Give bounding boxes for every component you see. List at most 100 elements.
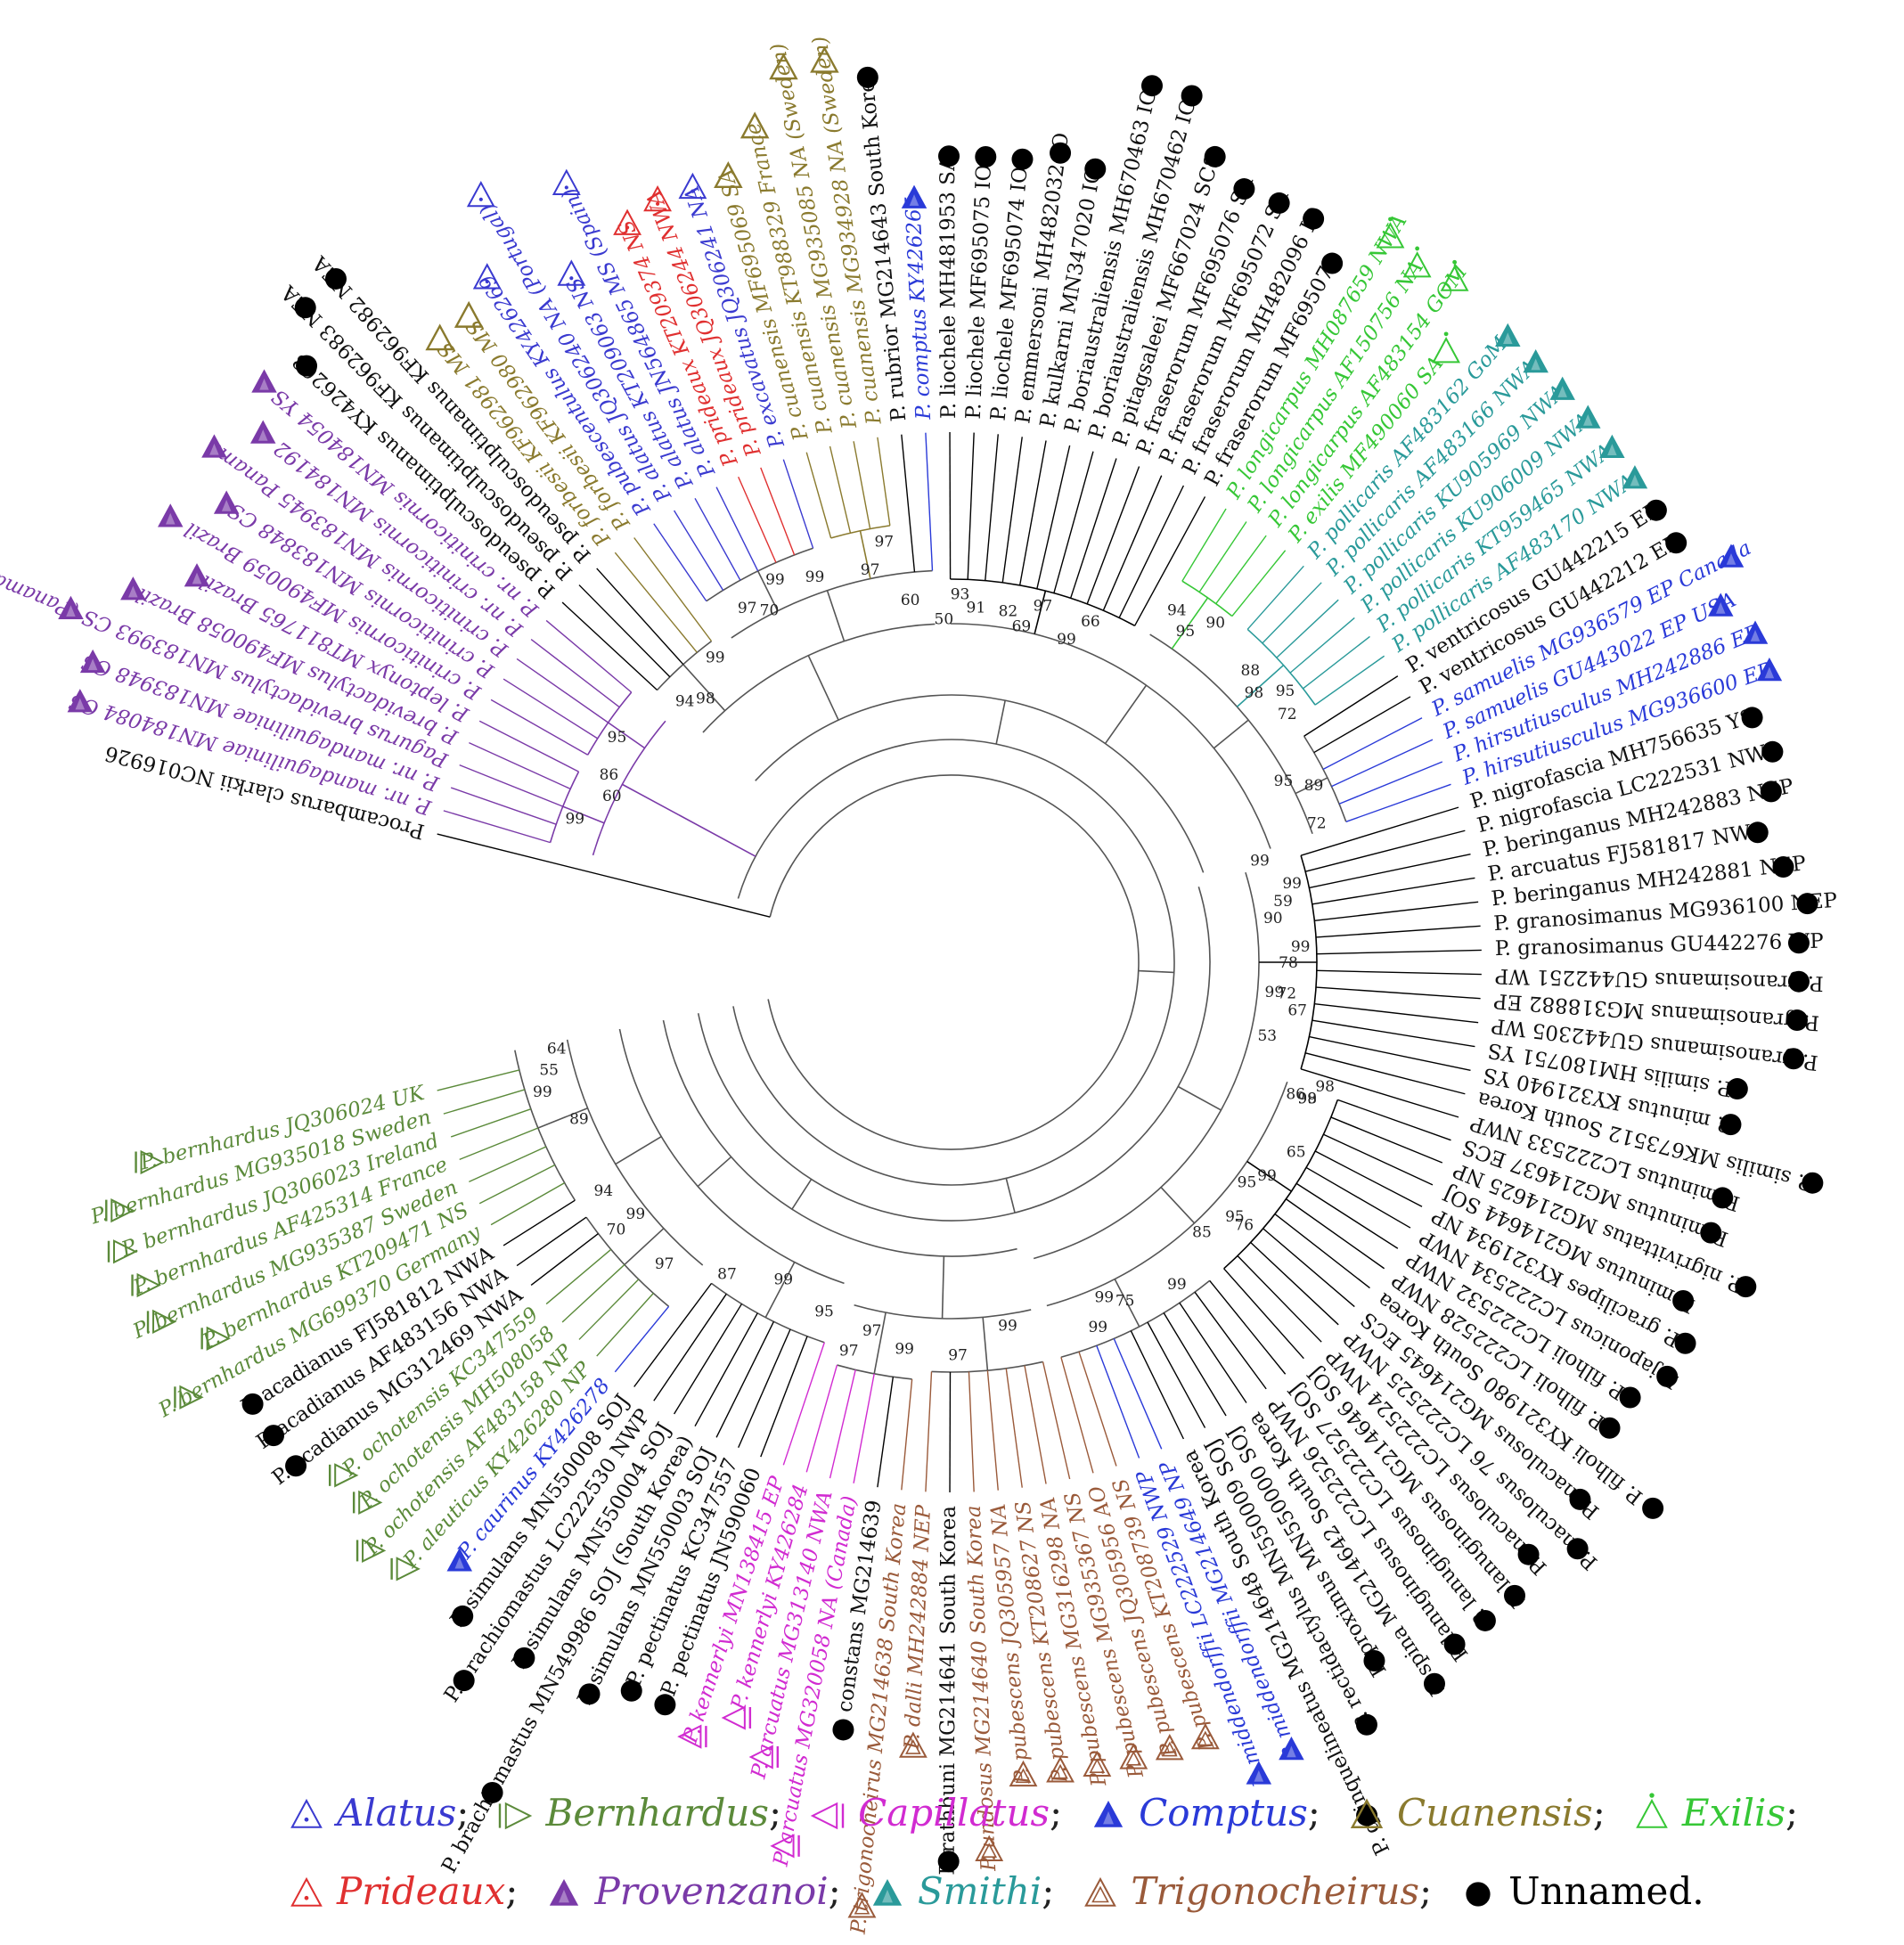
unnamed-icon [1726, 1078, 1748, 1100]
capillatus-icon [770, 1834, 800, 1859]
leaf-branch-34 [1036, 445, 1071, 589]
leaf-branch-89 [1113, 1338, 1163, 1450]
legend-marker-capillatus-icon [810, 1802, 845, 1830]
leaf-branch-78 [1274, 1214, 1370, 1289]
legend-marker-smithi-icon [872, 1879, 902, 1906]
bootstrap-value: 95 [1176, 623, 1196, 641]
unnamed-icon [1050, 142, 1072, 164]
leaf-branch-19 [715, 486, 759, 572]
bootstrap-value: 97 [862, 1322, 882, 1340]
bootstrap-value: 87 [717, 1265, 737, 1283]
leaf-branch-42 [1198, 521, 1247, 592]
legend-item-provenzanoi: Provenzanoi; [543, 1869, 860, 1913]
leaf-label: P. liochele MH481953 SA [936, 156, 960, 419]
leaf-branch-105 [782, 1342, 825, 1466]
clade-stem-14 [1034, 590, 1047, 634]
unnamed-icon [1720, 1114, 1742, 1136]
bootstrap-value: 78 [1279, 954, 1298, 972]
unnamed-icon [1712, 1187, 1734, 1209]
bernhardus-icon [131, 1272, 161, 1298]
clade-stem-15 [1246, 1160, 1292, 1192]
provenzanoi-icon [201, 434, 227, 458]
bootstrap-value: 55 [539, 1061, 559, 1079]
comptus-icon [1718, 543, 1745, 568]
bootstrap-value: 90 [1263, 910, 1283, 928]
clade-stem-25 [1295, 777, 1328, 795]
bootstrap-value: 64 [547, 1041, 567, 1058]
leaf-branch-11 [561, 601, 658, 691]
leaf-branch-68 [1309, 1035, 1471, 1071]
leaf-branch-35 [1053, 451, 1094, 593]
leaf-branch-0 [437, 833, 771, 918]
unnamed-icon [1786, 1009, 1808, 1032]
leaf-branch-90 [1096, 1344, 1140, 1459]
clade-stem-18 [1114, 1279, 1140, 1328]
leaf-branch-76 [1295, 1182, 1399, 1249]
bernhardus-icon [107, 1239, 138, 1264]
leaf-branch-12 [578, 584, 671, 678]
legend-item-trigonocheirus: Trigonocheirus; [1079, 1869, 1451, 1913]
cuanensis-icon [740, 111, 770, 139]
bootstrap-value: 86 [1286, 1086, 1305, 1104]
legend-label: Smithi [917, 1868, 1042, 1913]
unnamed-icon [1566, 1538, 1589, 1560]
unnamed-icon [1746, 821, 1769, 844]
clade-stem-24 [1236, 664, 1285, 707]
legend-item-smithi: Smithi; [866, 1869, 1075, 1913]
bernhardus-icon [146, 1309, 177, 1335]
provenzanoi-icon [157, 503, 184, 527]
alatus-icon [552, 168, 581, 195]
smithi-icon [1622, 465, 1648, 489]
bootstrap-value: 91 [967, 599, 986, 617]
bootstrap-value: 90 [1205, 614, 1225, 632]
legend-marker-unnamed-icon [1466, 1882, 1491, 1907]
bootstrap-value: 99 [1282, 875, 1302, 893]
bootstrap-value: 95 [1276, 682, 1295, 700]
trigonocheirus-icon [1009, 1760, 1038, 1787]
unnamed-icon [1787, 970, 1810, 993]
comptus-icon [1742, 620, 1769, 644]
bootstrap-value: 86 [600, 766, 619, 784]
leaf-branch-50 [1314, 655, 1385, 706]
unnamed-icon [1741, 707, 1763, 729]
unnamed-icon [620, 1679, 642, 1702]
bootstrap-value: 97 [1034, 597, 1053, 615]
clade-arc-10 [1149, 633, 1313, 834]
bootstrap-value: 60 [901, 592, 920, 609]
legend-marker-bernhardus-icon [499, 1802, 533, 1830]
unnamed-icon [1700, 1222, 1722, 1244]
leaf-branch-30 [967, 432, 975, 580]
unnamed-icon [513, 1647, 535, 1669]
bootstrap-value: 70 [607, 1221, 626, 1238]
leaf-branch-125 [450, 1108, 532, 1138]
clade-stem-20 [764, 1262, 796, 1319]
capillatus-icon [677, 1724, 707, 1749]
leaf-branch-21 [760, 467, 796, 556]
exilis-icon [1440, 259, 1469, 291]
smithi-icon [1549, 376, 1575, 400]
alatus-icon [557, 259, 586, 286]
unnamed-icon [938, 145, 960, 168]
legend-marker-alatus-icon [290, 1798, 323, 1828]
leaf-branch-122 [478, 1164, 556, 1205]
bootstrap-value: 99 [765, 571, 785, 589]
leaf-branch-82 [1223, 1268, 1304, 1360]
bernhardus-icon [135, 1149, 165, 1175]
leaf-branch-62 [1315, 925, 1481, 938]
legend-marker-comptus-icon [1094, 1801, 1124, 1827]
bernhardus-icon [200, 1326, 231, 1351]
cuanensis-icon [425, 323, 454, 351]
unnamed-icon [975, 146, 997, 168]
leaf-branch-61 [1314, 901, 1479, 922]
bootstrap-value: 99 [1088, 1319, 1107, 1336]
legend-label: Trigonocheirus [1131, 1868, 1419, 1913]
leaf-branch-69 [1304, 1052, 1466, 1095]
clade-stem-31 [1171, 597, 1209, 650]
leaf-branch-99 [925, 1371, 933, 1492]
legend-item-alatus: Alatus; [285, 1791, 488, 1835]
cuanensis-icon [454, 300, 484, 328]
unnamed-icon [1084, 158, 1107, 180]
leaf-branch-28 [925, 432, 934, 571]
legend-item-capillatus: Capillatus; [806, 1791, 1082, 1835]
